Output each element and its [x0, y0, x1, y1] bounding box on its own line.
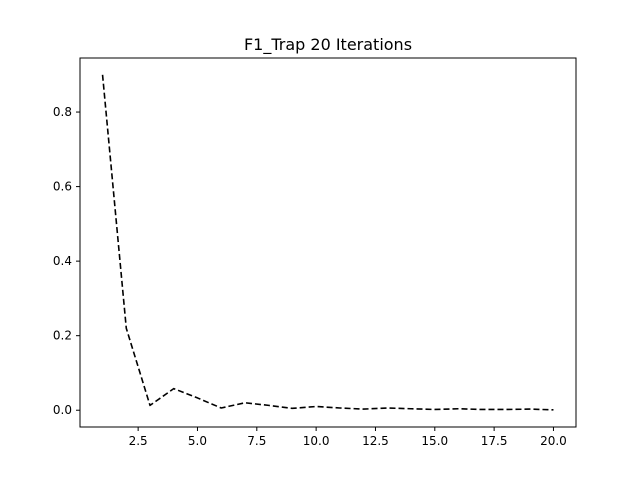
y-tick-label: 0.6 [53, 180, 72, 194]
y-tick-label: 0.4 [53, 254, 72, 268]
x-tick-label: 17.5 [481, 434, 508, 448]
x-tick-label: 7.5 [247, 434, 266, 448]
x-tick-label: 15.0 [421, 434, 448, 448]
y-tick-label: 0.0 [53, 403, 72, 417]
y-tick-label: 0.8 [53, 105, 72, 119]
y-tick-label: 0.2 [53, 329, 72, 343]
x-tick-label: 10.0 [303, 434, 330, 448]
x-tick-label: 12.5 [362, 434, 389, 448]
x-tick-label: 20.0 [540, 434, 567, 448]
chart-title: F1_Trap 20 Iterations [244, 35, 412, 55]
axes-frame [79, 57, 577, 428]
series-line [101, 74, 554, 411]
x-tick-label: 5.0 [188, 434, 207, 448]
plot-area: 2.5 5.0 7.5 10.0 12.5 15.0 17.5 20.0 0.0 0.2 0.4 0.… [53, 74, 567, 448]
x-tick-label: 2.5 [129, 434, 148, 448]
